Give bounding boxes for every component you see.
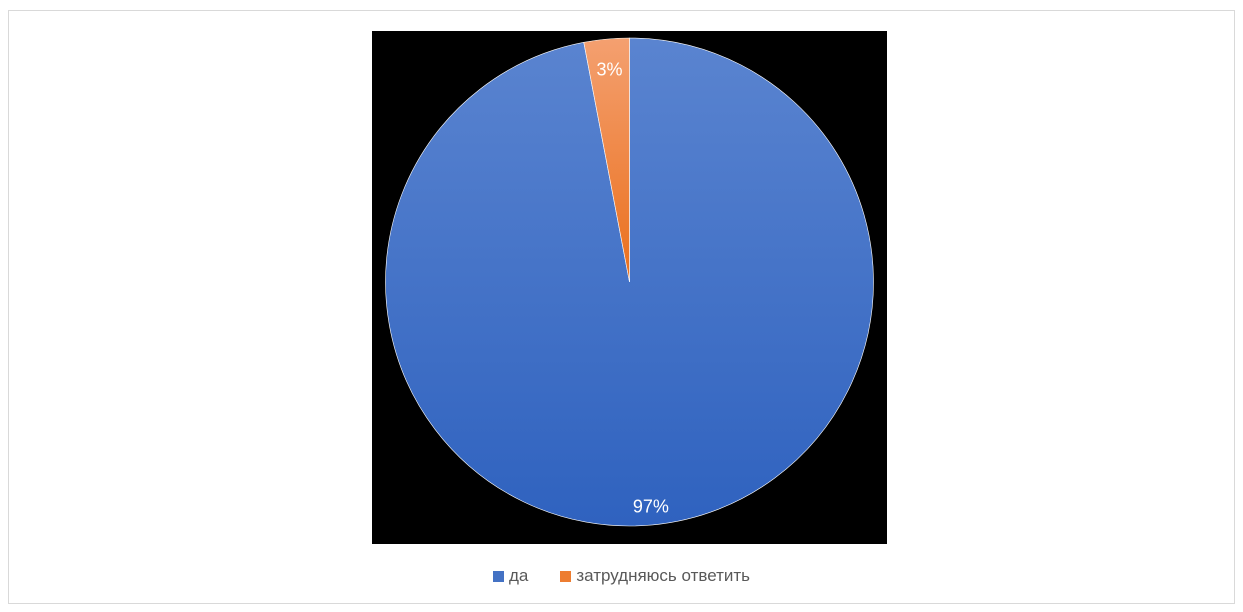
legend-swatch-1	[560, 570, 572, 582]
legend-label-0: да	[508, 566, 529, 585]
legend-swatch-0	[492, 570, 504, 582]
legend: да затрудняюсь ответить	[0, 566, 1243, 586]
data-label-0: 97%	[633, 497, 669, 517]
data-label-1: 3%	[597, 59, 623, 79]
legend-label-1: затрудняюсь ответить	[576, 566, 751, 585]
pie-slice-1	[583, 37, 630, 283]
legend-item-0: да	[492, 566, 529, 586]
plot-area: 97% 3%	[372, 31, 887, 544]
legend-item-1: затрудняюсь ответить	[560, 566, 750, 586]
pie-chart: 97% 3%	[385, 37, 874, 527]
